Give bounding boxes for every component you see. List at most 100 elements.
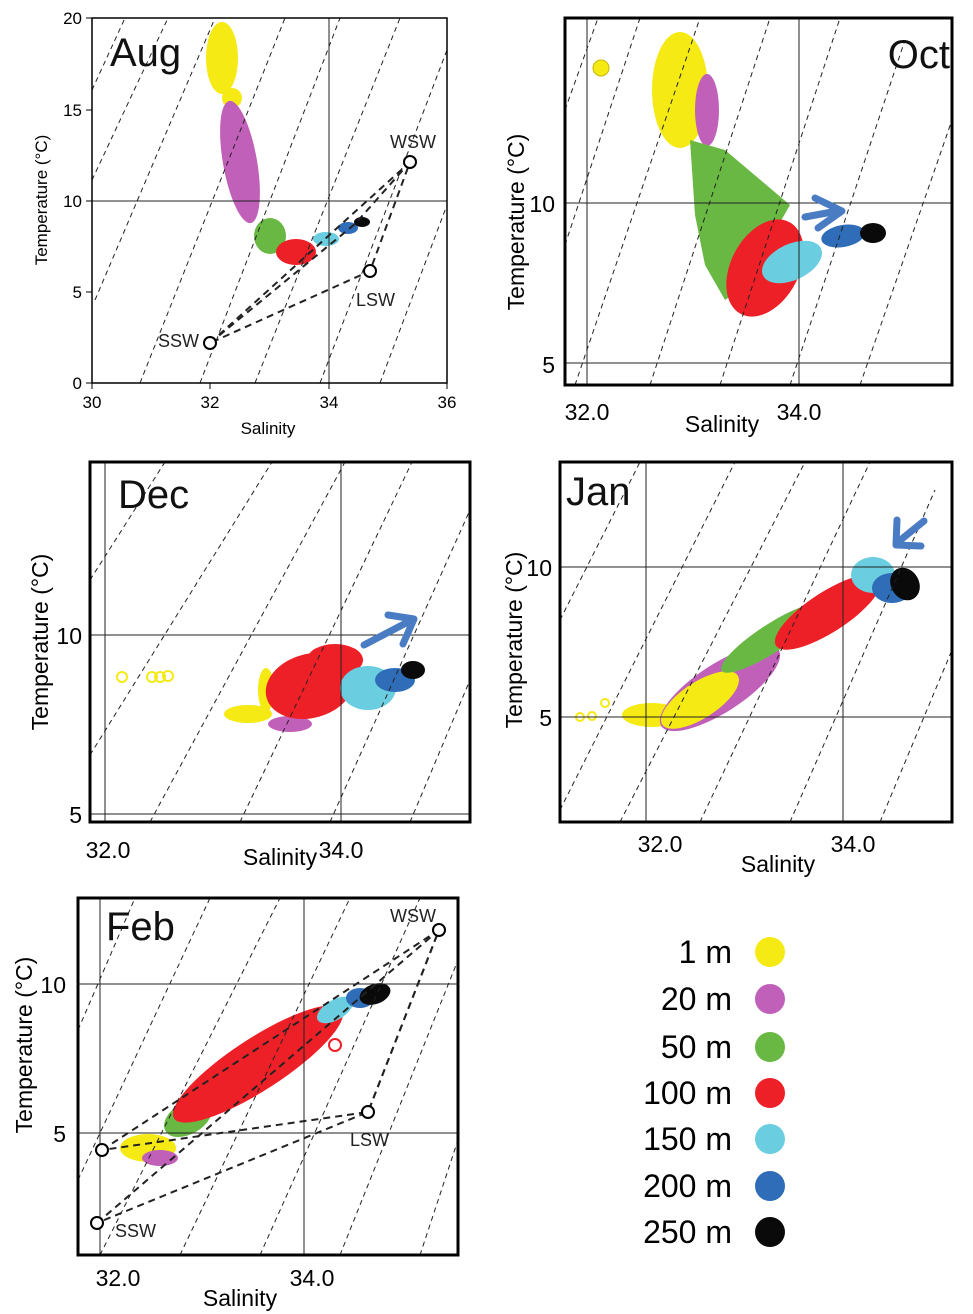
jan-marker-250m (890, 567, 920, 601)
dec-month-label: Dec (118, 473, 189, 517)
feb-ssw-point (90, 1216, 104, 1230)
jan-plot-frame (558, 460, 954, 824)
jan-trend-arrow (892, 516, 928, 550)
dec-marker-1m (162, 670, 174, 682)
dec-data-markers (116, 644, 425, 732)
jan-marker-100m (774, 574, 882, 650)
aug-marker-20m (220, 100, 260, 224)
feb-ssw-label: SSW (115, 1221, 156, 1241)
dec-marker-1m (224, 705, 272, 723)
dec-y-tick-label: 10 (56, 623, 82, 649)
dec-marker-250m (401, 661, 425, 679)
jan-month-label: Jan (566, 470, 631, 514)
legend-item-20m: 20 m (661, 981, 785, 1017)
jan-y-tick-label: 10 (526, 555, 552, 581)
feb-x-axis-label: Salinity (203, 1285, 278, 1311)
legend-label: 200 m (643, 1168, 732, 1204)
depth-legend: 1 m 20 m 50 m 100 m 150 m 200 m 250 m (643, 934, 785, 1250)
aug-x-tick-label: 32 (201, 393, 220, 412)
legend-item-250m: 250 m (643, 1214, 785, 1250)
dec-y-axis-label: Temperature (°C) (27, 554, 53, 731)
legend-item-200m: 200 m (643, 1168, 785, 1204)
feb-plot-frame (76, 896, 460, 1257)
dec-x-tick-label: 32.0 (86, 837, 131, 863)
jan-y-axis-label: Temperature (°C) (501, 552, 527, 729)
oct-x-tick-label: 32.0 (565, 399, 610, 425)
legend-label: 150 m (643, 1121, 732, 1157)
panel-dec: Dec 32.0 34.0 5 10 Salinity Temperature … (27, 460, 472, 870)
legend-swatch (755, 1032, 785, 1062)
aug-x-tick-label: 30 (83, 393, 102, 412)
dec-y-tick-label: 5 (69, 802, 82, 828)
aug-marker-1m (206, 22, 238, 94)
aug-lsw-point (363, 264, 377, 278)
legend-swatch (755, 984, 785, 1014)
oct-y-tick-label: 10 (529, 191, 555, 217)
legend-label: 100 m (643, 1075, 732, 1111)
legend-item-150m: 150 m (643, 1121, 785, 1157)
aug-marker-150m (313, 232, 339, 246)
jan-marker-1m (600, 698, 610, 708)
feb-y-tick-label: 5 (53, 1121, 66, 1147)
jan-marker-1m (587, 711, 597, 721)
jan-marker-1m (661, 671, 739, 729)
legend-item-50m: 50 m (661, 1029, 785, 1065)
aug-y-ticks: 0 5 10 15 20 (63, 9, 92, 393)
feb-month-label: Feb (106, 905, 175, 949)
panel-oct: Oct 32.0 34.0 5 10 Salinity Temperature … (503, 16, 954, 437)
jan-x-tick-label: 34.0 (831, 831, 876, 857)
legend-item-100m: 100 m (643, 1075, 785, 1111)
dec-plot-frame (88, 460, 472, 824)
legend-swatch (755, 1217, 785, 1247)
oct-data-markers (592, 32, 886, 317)
aug-y-tick-label: 15 (63, 101, 82, 120)
feb-y-tick-label: 10 (40, 972, 66, 998)
feb-endmember-point (95, 1143, 109, 1157)
legend-swatch (755, 937, 785, 967)
aug-y-tick-label: 10 (63, 192, 82, 211)
feb-marker-100m (328, 1038, 342, 1052)
legend-swatch (755, 1124, 785, 1154)
feb-wsw-point (432, 923, 446, 937)
aug-wsw-point (403, 155, 417, 169)
oct-marker-200m (821, 224, 865, 248)
feb-data-markers (120, 983, 391, 1166)
dec-x-axis-label: Salinity (243, 844, 318, 870)
jan-y-tick-label: 5 (539, 705, 552, 731)
oct-marker-1m (592, 59, 610, 77)
legend-item-1m: 1 m (679, 934, 785, 970)
feb-marker-150m (316, 996, 354, 1024)
feb-wsw-label: WSW (390, 906, 436, 926)
aug-lsw-label: LSW (356, 290, 395, 310)
aug-mixing-triangle (209, 161, 411, 344)
oct-marker-20m (695, 74, 719, 146)
dec-marker-1m (116, 671, 128, 683)
feb-lsw-label: LSW (350, 1130, 389, 1150)
feb-x-tick-label: 32.0 (96, 1265, 141, 1291)
aug-marker-50m (254, 218, 286, 254)
oct-y-tick-label: 5 (542, 352, 555, 378)
jan-x-tick-label: 32.0 (638, 831, 683, 857)
jan-data-markers (575, 557, 920, 732)
dec-sigma-isolines (89, 461, 471, 823)
aug-x-ticks: 30 32 34 36 (83, 383, 457, 412)
aug-y-tick-label: 0 (73, 374, 82, 393)
feb-marker-100m (172, 1005, 344, 1123)
oct-x-tick-label: 34.0 (777, 399, 822, 425)
panel-feb: WSW LSW SSW Feb 32.0 34.0 5 10 Salinity … (11, 896, 460, 1311)
aug-y-axis-label: Temperature (°C) (32, 135, 51, 266)
legend-label: 250 m (643, 1214, 732, 1250)
feb-y-axis-label: Temperature (°C) (11, 957, 37, 1134)
legend-label: 20 m (661, 981, 732, 1017)
dec-marker-100m (307, 644, 363, 676)
oct-y-axis-label: Temperature (°C) (503, 134, 529, 311)
aug-x-tick-label: 36 (438, 393, 457, 412)
oct-marker-50m (690, 140, 790, 300)
dec-marker-20m (268, 716, 312, 732)
legend-swatch (755, 1171, 785, 1201)
aug-x-tick-label: 34 (320, 393, 339, 412)
feb-lsw-point (361, 1105, 375, 1119)
oct-marker-150m (762, 240, 822, 284)
jan-x-axis-label: Salinity (741, 851, 816, 877)
